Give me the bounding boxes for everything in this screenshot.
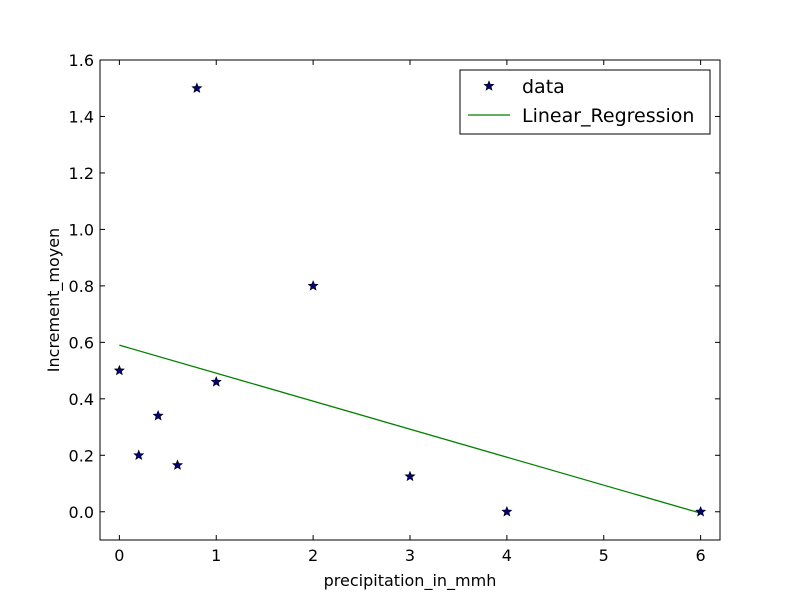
ticks-group: 0 1 2 3 4 5 6 0.0 0.2 0.4 0.6 0.8 1.0 1.2 1.4 1.6 xyxy=(69,51,720,565)
legend-data-marker xyxy=(483,80,495,91)
x-tick-label: 4 xyxy=(502,546,512,565)
legend: data Linear_Regression xyxy=(459,69,711,135)
data-point xyxy=(152,409,164,421)
y-tick-label: 0.2 xyxy=(69,446,94,465)
data-point xyxy=(695,505,707,517)
data-point xyxy=(113,364,125,376)
data-point xyxy=(191,82,203,93)
legend-label-data: data xyxy=(522,76,565,98)
y-tick-label: 0.6 xyxy=(69,333,94,352)
x-tick-label: 5 xyxy=(599,546,609,565)
data-point xyxy=(307,280,319,291)
series-linear-regression-line xyxy=(119,344,701,514)
y-tick-label: 1.4 xyxy=(69,107,94,126)
y-tick-label: 1.0 xyxy=(69,220,94,239)
data-point xyxy=(404,470,416,482)
legend-box xyxy=(459,69,711,135)
x-tick-label: 6 xyxy=(696,546,706,565)
x-tick-label: 0 xyxy=(114,546,124,565)
y-tick-label: 0.4 xyxy=(69,390,94,409)
x-tick-label: 3 xyxy=(405,546,415,565)
x-axis-label: precipitation_in_mmh xyxy=(324,571,497,591)
x-tick-label: 2 xyxy=(308,546,318,565)
x-tick-label: 1 xyxy=(211,546,221,565)
y-axis-label: Increment_moyen xyxy=(44,228,64,372)
legend-label-linear-regression: Linear_Regression xyxy=(522,105,694,127)
data-point xyxy=(171,459,184,470)
y-tick-label: 1.6 xyxy=(69,51,94,70)
data-point xyxy=(501,505,513,517)
y-tick-label: 0.8 xyxy=(69,277,94,296)
data-point xyxy=(210,376,222,387)
marks-group xyxy=(113,82,707,517)
y-tick-label: 0.0 xyxy=(69,503,94,522)
y-tick-label: 1.2 xyxy=(69,164,94,183)
data-point xyxy=(133,449,145,460)
